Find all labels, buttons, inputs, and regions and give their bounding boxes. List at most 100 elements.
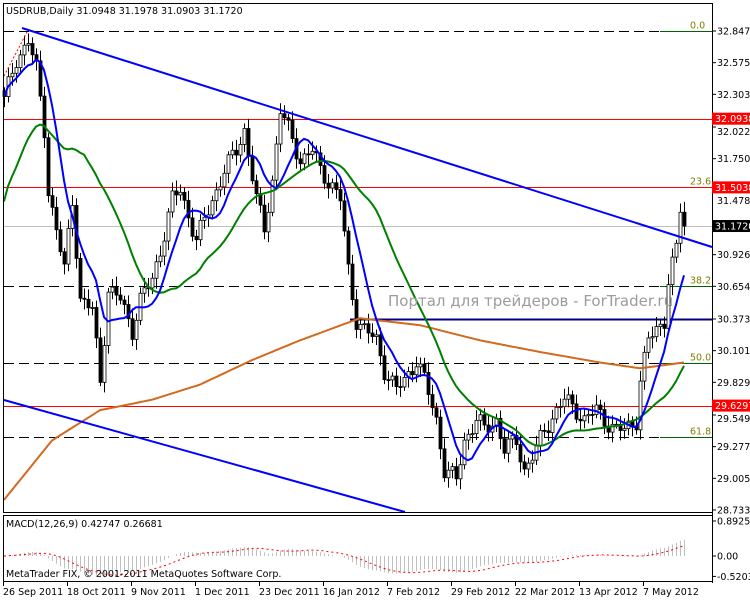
candle-body [130, 318, 135, 340]
candle-body [454, 466, 459, 480]
candle-body [646, 337, 651, 353]
candle-body [170, 190, 175, 213]
price-tick-label: 30.6540 [717, 282, 750, 293]
candle-body [246, 128, 251, 157]
candle-body [342, 200, 347, 232]
candle-body [94, 307, 99, 339]
slow-moving-average [3, 317, 685, 501]
candle-body [394, 375, 399, 387]
macd-layer [3, 539, 685, 578]
candle-body [366, 323, 371, 334]
candle-body [658, 323, 663, 328]
candle-body [662, 323, 667, 329]
candle-body [10, 72, 15, 78]
candle-body [538, 429, 543, 447]
price-tick-label: 29.5490 [717, 414, 750, 425]
candle-body [254, 180, 259, 194]
fib-trend-line [3, 29, 29, 77]
candle-body [58, 229, 63, 253]
current-price-label: 31.1720 [715, 222, 750, 233]
candle-body [358, 323, 363, 330]
candle-body [370, 332, 375, 337]
candle-body [322, 165, 327, 184]
candle-body [242, 128, 247, 145]
upper-trend-line [21, 27, 713, 248]
fib-level-label: 61.8 [690, 427, 711, 438]
candle-body [458, 464, 463, 480]
candle-body [350, 263, 355, 300]
candle-body [610, 423, 615, 433]
candle-body [302, 153, 307, 165]
candle-body [470, 433, 475, 436]
candle-body [134, 319, 139, 340]
candle-body [274, 143, 279, 181]
candle-body [582, 415, 587, 422]
candle-body [42, 95, 47, 139]
candle-body [442, 448, 447, 479]
candle-body [374, 334, 379, 337]
candle-body [46, 137, 51, 197]
candle-body [578, 418, 583, 422]
overlays-layer [3, 27, 713, 513]
date-tick-label: 23 Dec 2011 [259, 587, 320, 598]
candle-body [450, 466, 455, 471]
price-tick-label: 30.1015 [717, 346, 750, 357]
price-tick-label: 32.0225 [717, 127, 750, 138]
candle-body [310, 150, 315, 156]
candle-body [158, 255, 163, 263]
candle-body [426, 371, 431, 395]
candle-body [502, 438, 507, 454]
candle-body [438, 416, 443, 450]
candle-body [154, 261, 159, 279]
date-tick-label: 16 Jan 2012 [323, 587, 380, 598]
candle-body [510, 434, 515, 440]
candle-body [110, 286, 115, 293]
candle-body [558, 406, 563, 409]
axes-layer: 32.8470 32.5750 32.3030 32.0225 31.7505 31.47… [3, 3, 750, 598]
candle-body [238, 144, 243, 156]
candle-body [654, 326, 659, 338]
candle-body [190, 217, 195, 237]
date-tick-label: 7 May 2012 [643, 587, 699, 598]
candle-body [194, 235, 199, 241]
candle-body [270, 179, 275, 213]
date-tick-label: 22 Mar 2012 [515, 587, 575, 598]
chart-title: USDRUB,Daily 31.0948 31.1978 31.0903 31.… [6, 6, 243, 17]
candle-body [638, 380, 643, 431]
candle-body [526, 462, 531, 470]
candle-body [306, 153, 311, 156]
candle-body [218, 186, 223, 191]
price-level-badge-label: 29.6297 [715, 401, 750, 412]
candle-body [290, 119, 295, 139]
watermark: Портал для трейдеров - ForTrader.ru [388, 292, 673, 310]
candle-body [598, 404, 603, 410]
price-level-badge [712, 181, 750, 194]
candle-body [106, 291, 111, 346]
candle-body [334, 182, 339, 190]
candle-body [402, 377, 407, 388]
candle-body [398, 386, 403, 388]
candles-layer [2, 33, 687, 490]
mid-moving-average [3, 123, 685, 447]
candle-body [86, 298, 91, 309]
candle-body [230, 149, 235, 156]
candle-body [222, 172, 227, 188]
candle-body [118, 294, 123, 301]
candle-body [430, 394, 435, 409]
candle-body [114, 286, 119, 296]
date-tick-label: 29 Feb 2012 [451, 587, 510, 598]
candle-body [30, 43, 35, 56]
price-tick-label: 30.3735 [717, 314, 750, 325]
candle-body [346, 230, 351, 265]
macd-tick-label: 0.00 [717, 552, 738, 563]
price-level-badge [712, 399, 750, 412]
candle-body [550, 418, 555, 433]
candle-body [178, 191, 183, 196]
price-level-badge [712, 112, 750, 125]
candle-body [422, 363, 427, 373]
price-tick-label: 30.9260 [717, 250, 750, 261]
candle-body [182, 191, 187, 201]
fast-moving-average [3, 58, 685, 462]
price-level-badge-label: 31.5038 [715, 183, 750, 194]
